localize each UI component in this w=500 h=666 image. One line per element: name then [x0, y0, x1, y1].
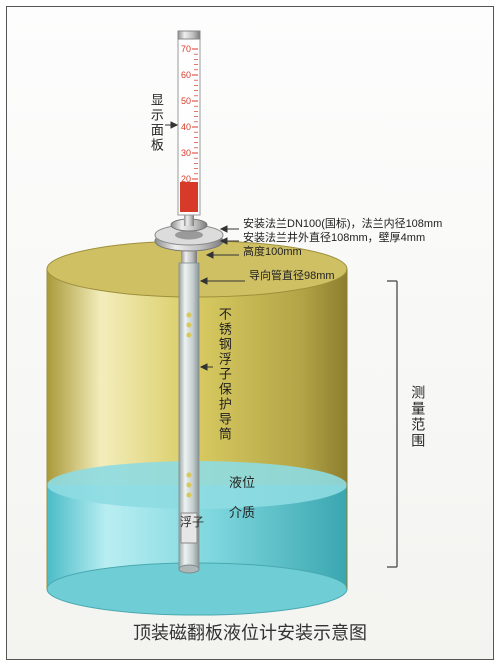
svg-text:50: 50: [181, 96, 191, 106]
svg-text:20: 20: [181, 174, 191, 184]
label-flange-3: 高度100mm: [243, 245, 302, 259]
label-measure-range: 测量范围: [409, 385, 427, 449]
svg-text:60: 60: [181, 70, 191, 80]
label-protect-tube: 不锈钢浮子保护导筒: [215, 307, 232, 442]
svg-text:30: 30: [181, 148, 191, 158]
measure-range-bracket: [387, 281, 397, 567]
label-guide-tube-dia: 导向管直径98mm: [249, 269, 335, 283]
svg-text:40: 40: [181, 122, 191, 132]
diagram-svg: 10 20 30 40 50 60 70: [7, 7, 495, 661]
label-flange-2: 安装法兰井外直径108mm，壁厚4mm: [243, 231, 425, 245]
label-float: 浮子: [180, 515, 204, 531]
label-medium: 介质: [229, 505, 255, 522]
svg-text:10: 10: [181, 200, 191, 210]
label-liquid-level: 液位: [229, 475, 255, 492]
caption: 顶装磁翻板液位计安装示意图: [7, 619, 493, 645]
diagram-frame: 10 20 30 40 50 60 70 显示面板 安装法兰DN100(国标)，法兰内径10…: [6, 6, 494, 660]
label-display-panel: 显示面板: [147, 93, 164, 153]
display-panel: 10 20 30 40 50 60 70: [178, 31, 200, 215]
label-flange-1: 安装法兰DN100(国标)，法兰内径108mm: [243, 217, 442, 231]
svg-text:70: 70: [181, 44, 191, 54]
